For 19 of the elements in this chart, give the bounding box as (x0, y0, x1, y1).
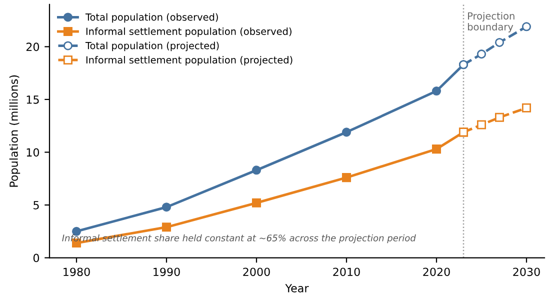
x-tick-label: 1990 (154, 268, 180, 276)
y-tick-label: 5 (34, 201, 39, 210)
x-tick-label: 2030 (513, 268, 540, 276)
legend-label: Informal settlement population (projected) (86, 56, 292, 66)
x-tick-label: 2020 (423, 268, 450, 276)
x-tick-label: 1980 (64, 268, 90, 276)
x-axis-title: Year (285, 284, 309, 292)
x-tick-label: 2000 (243, 268, 270, 276)
legend-label: Total population (observed) (85, 13, 218, 23)
ref-line-label: Projection boundary (468, 12, 514, 32)
legend-label: Informal settlement population (observed) (86, 27, 292, 37)
y-tick-label: 20 (26, 42, 40, 52)
annotation: Informal settlement share held constant at ~65% across the projection period (62, 234, 416, 244)
y-tick-label: 0 (33, 254, 40, 262)
y-tick-label: 10 (26, 148, 40, 157)
legend-label: Total population (projected) (85, 42, 219, 52)
y-tick-label: 15 (26, 96, 39, 104)
y-axis-title: Population (millions) (9, 75, 20, 187)
x-tick-label: 2010 (333, 268, 360, 276)
